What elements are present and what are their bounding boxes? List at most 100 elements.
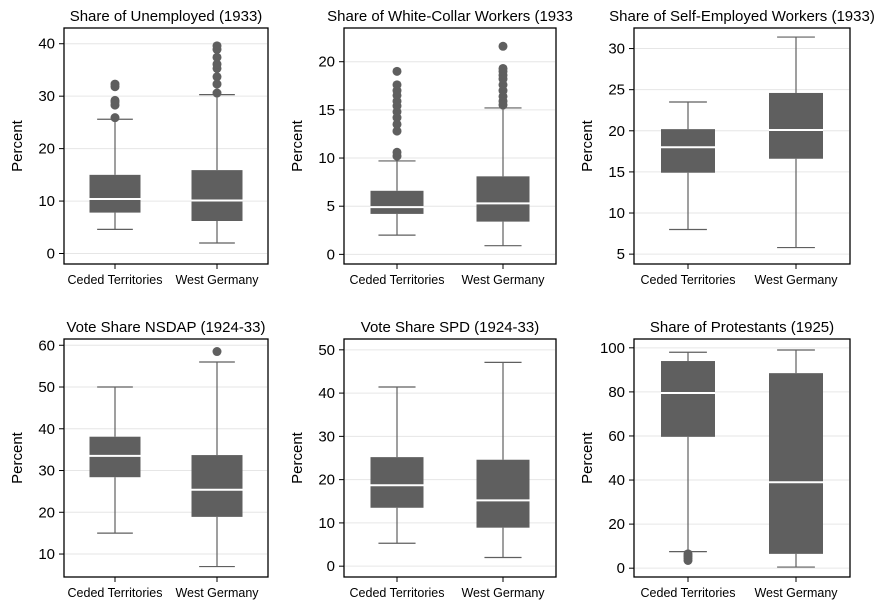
y-tick-label: 100 [600, 340, 625, 357]
y-tick-label: 50 [38, 379, 55, 396]
x-category-label: Ceded Territories [641, 586, 736, 600]
box-iqr [370, 190, 424, 214]
outlier-point [498, 63, 508, 73]
y-tick-label: 0 [327, 246, 335, 263]
x-category-label: West Germany [754, 273, 838, 287]
y-tick-label: 40 [318, 385, 335, 402]
y-tick-label: 30 [608, 41, 625, 58]
x-category-label: Ceded Territories [350, 273, 445, 287]
outlier-point [110, 79, 120, 89]
y-tick-label: 40 [608, 472, 625, 489]
outlier-point [212, 41, 222, 51]
box-iqr [476, 176, 530, 222]
outlier-point [392, 126, 402, 136]
outlier-point [212, 72, 222, 82]
y-axis-label: Percent [579, 431, 596, 484]
y-tick-label: 40 [38, 36, 55, 53]
outlier-point [110, 113, 120, 123]
y-tick-label: 60 [38, 337, 55, 354]
y-tick-label: 40 [38, 421, 55, 438]
panel-3: 5 10 15 20 25 30 Ceded Territories West Germany… [579, 8, 875, 287]
y-tick-label: 10 [608, 205, 625, 222]
box-iqr [370, 457, 424, 508]
y-tick-label: 5 [327, 198, 335, 215]
outlier-point [392, 80, 402, 90]
outlier-point [683, 549, 693, 559]
panel-title: Share of Protestants (1925) [650, 319, 834, 336]
outlier-point [392, 66, 402, 76]
y-tick-label: 20 [318, 54, 335, 71]
plot-frame [63, 338, 269, 578]
y-axis-label: Percent [9, 119, 26, 172]
y-tick-label: 10 [318, 150, 335, 167]
panel-4: 10 20 30 40 50 60 Ceded Territories West German… [9, 319, 269, 600]
y-tick-label: 0 [327, 558, 335, 575]
box-iqr [661, 361, 715, 437]
y-axis-label: Percent [579, 119, 596, 172]
plot-frame [633, 338, 851, 578]
y-axis-label: Percent [289, 119, 306, 172]
x-category-label: West Germany [175, 586, 259, 600]
y-tick-label: 30 [318, 428, 335, 445]
panel-title: Share of Unemployed (1933) [70, 8, 263, 25]
y-tick-label: 20 [608, 123, 625, 140]
outlier-point [212, 347, 222, 357]
box-iqr [661, 129, 715, 173]
box-iqr [89, 174, 141, 213]
plot-frame [63, 27, 269, 265]
x-category-label: Ceded Territories [68, 586, 163, 600]
box-iqr [191, 170, 243, 221]
box-iqr [89, 436, 141, 478]
y-tick-label: 25 [608, 82, 625, 99]
x-category-label: West Germany [175, 273, 259, 287]
outlier-point [498, 41, 508, 51]
y-tick-label: 10 [38, 193, 55, 210]
outlier-point [110, 95, 120, 105]
x-category-label: Ceded Territories [68, 273, 163, 287]
y-tick-label: 15 [318, 102, 335, 119]
x-category-label: West Germany [461, 273, 545, 287]
y-axis-label: Percent [289, 431, 306, 484]
y-tick-label: 20 [608, 516, 625, 533]
y-tick-label: 0 [617, 560, 625, 577]
y-tick-label: 0 [47, 246, 55, 263]
panel-5: 0 10 20 30 40 50 Ceded Territories West Germany… [289, 319, 557, 600]
panel-title: Share of White-Collar Workers (1933 [327, 8, 573, 25]
plot-frame [633, 27, 851, 265]
outlier-point [392, 147, 402, 157]
panel-6: 0 20 40 60 80 100 Ceded Territories West German… [579, 319, 851, 600]
panel-title: Vote Share NSDAP (1924-33) [66, 319, 265, 336]
y-tick-label: 20 [38, 504, 55, 521]
y-tick-label: 50 [318, 342, 335, 359]
y-tick-label: 80 [608, 384, 625, 401]
box-iqr [476, 459, 530, 528]
outlier-point [212, 59, 222, 69]
y-tick-label: 15 [608, 164, 625, 181]
x-category-label: West Germany [461, 586, 545, 600]
panel-1: 0 10 20 30 40 Ceded Territories West Germany Sh… [9, 8, 269, 287]
x-category-label: Ceded Territories [350, 586, 445, 600]
y-tick-label: 20 [38, 141, 55, 158]
y-tick-label: 10 [38, 546, 55, 563]
panel-title: Share of Self-Employed Workers (1933) [609, 8, 875, 25]
y-tick-label: 60 [608, 428, 625, 445]
y-tick-label: 10 [318, 515, 335, 532]
outlier-point [392, 119, 402, 129]
outlier-point [212, 79, 222, 89]
panel-2: 0 5 10 15 20 Ceded Territories West Germany Sha… [289, 8, 573, 287]
panel-title: Vote Share SPD (1924-33) [361, 319, 539, 336]
box-iqr [769, 373, 823, 554]
plot-frame [343, 27, 557, 265]
outlier-point [212, 88, 222, 98]
x-category-label: West Germany [754, 586, 838, 600]
y-tick-label: 30 [38, 88, 55, 105]
y-tick-label: 20 [318, 472, 335, 489]
box-iqr [191, 455, 243, 517]
outlier-point [212, 52, 222, 62]
x-category-label: Ceded Territories [641, 273, 736, 287]
plot-frame [343, 338, 557, 578]
y-axis-label: Percent [9, 431, 26, 484]
y-tick-label: 30 [38, 463, 55, 480]
y-tick-label: 5 [617, 246, 625, 263]
